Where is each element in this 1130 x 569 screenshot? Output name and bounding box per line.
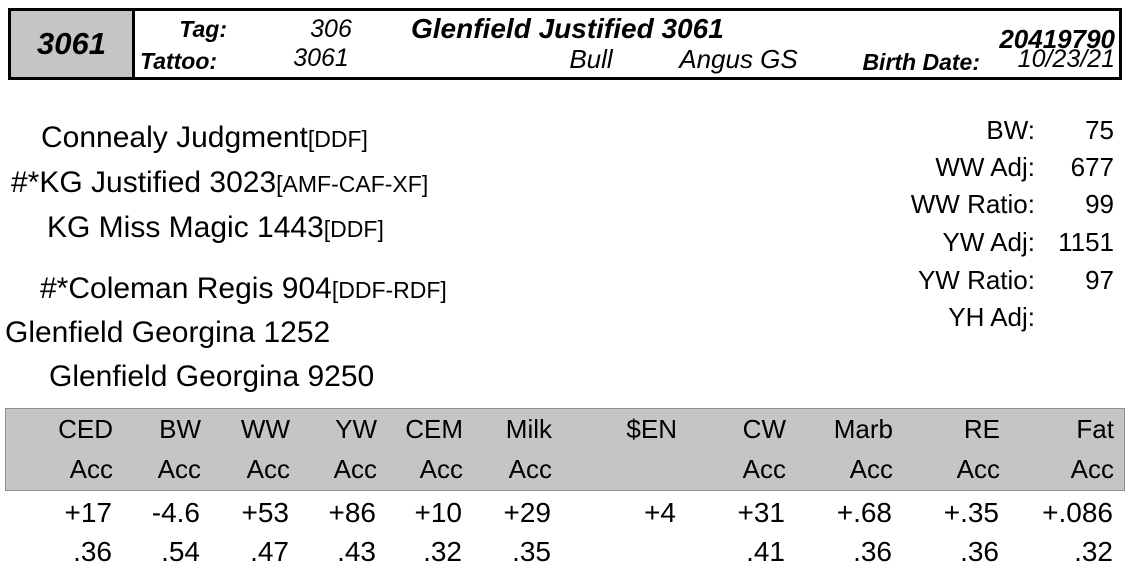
- epd-accuracy-marb: .36: [853, 535, 892, 567]
- epd-table-body: +17 -4.6 +53 +86 +10 +29 +4 +31 +.68 +.3…: [5, 491, 1125, 569]
- pedigree-name: #*Coleman Regis 904: [40, 272, 332, 305]
- stat-value-bw: 75: [1085, 115, 1114, 145]
- epd-value-en: +4: [644, 496, 676, 528]
- epd-acc-header-cw: Acc: [742, 454, 786, 484]
- epd-value-bw: -4.6: [151, 496, 200, 528]
- epd-value-yw: +86: [328, 496, 377, 528]
- epd-acc-header-ced: Acc: [69, 454, 113, 484]
- pedigree-tags: [DDF]: [323, 216, 384, 242]
- pedigree-sire-dam: KG Miss Magic 1443[DDF]: [47, 213, 384, 244]
- stat-label-ww-ratio: WW Ratio:: [910, 189, 1035, 219]
- pedigree-dam-dam: Glenfield Georgina 9250: [49, 362, 374, 393]
- epd-value-ced: +17: [64, 496, 113, 528]
- animal-sex: Bull: [569, 44, 613, 74]
- epd-accuracy-ww: .47: [250, 535, 289, 567]
- epd-col-en: $EN: [626, 413, 677, 444]
- epd-accuracy-yw: .43: [337, 535, 376, 567]
- stat-value-ww-ratio: 99: [1085, 189, 1114, 219]
- pedigree-name: KG Miss Magic 1443: [47, 211, 324, 244]
- tag-label: Tag:: [179, 16, 227, 42]
- lot-number: 3061: [37, 26, 106, 61]
- birth-date-label: Birth Date:: [862, 49, 980, 75]
- pedigree-tags: [DDF-RDF]: [331, 277, 447, 303]
- epd-accuracy-fat: .32: [1074, 535, 1113, 567]
- pedigree-dam: Glenfield Georgina 1252: [5, 318, 330, 349]
- pedigree-sire: #*KG Justified 3023[AMF-CAF-XF]: [11, 168, 428, 199]
- stat-label-yw-adj: YW Adj:: [942, 227, 1035, 257]
- epd-accuracy-en: [561, 534, 686, 569]
- tattoo-value: 3061: [293, 44, 349, 72]
- stat-label-ww-adj: WW Adj:: [935, 152, 1035, 182]
- epd-col-bw: BW: [159, 413, 201, 444]
- epd-acc-header-re: Acc: [956, 454, 1000, 484]
- pedigree-dam-sire: #*Coleman Regis 904[DDF-RDF]: [40, 274, 447, 305]
- epd-accuracy-cw: .41: [746, 535, 785, 567]
- epd-acc-header-cem: Acc: [419, 454, 463, 484]
- epd-col-cw: CW: [742, 413, 786, 444]
- epd-value-ww: +53: [241, 496, 290, 528]
- epd-accuracy-re: .36: [960, 535, 999, 567]
- animal-name: Glenfield Justified 3061: [411, 13, 724, 44]
- epd-value-cw: +31: [737, 496, 786, 528]
- epd-value-re: +.35: [943, 496, 999, 528]
- epd-acc-header-milk: Acc: [508, 454, 552, 484]
- epd-col-cem: CEM: [405, 413, 463, 444]
- epd-value-cem: +10: [414, 496, 463, 528]
- pedigree-tags: [DDF]: [307, 126, 368, 152]
- epd-col-milk: Milk: [505, 413, 552, 444]
- epd-acc-header-bw: Acc: [157, 454, 201, 484]
- epd-accuracy-cem: .32: [423, 535, 462, 567]
- tattoo-label: Tattoo:: [140, 48, 218, 74]
- epd-col-ww: WW: [240, 413, 290, 444]
- epd-col-ced: CED: [58, 413, 113, 444]
- pedigree-name: #*KG Justified 3023: [11, 166, 277, 199]
- epd-acc-header-ww: Acc: [246, 454, 290, 484]
- registration-number: 20419790: [999, 24, 1115, 54]
- pedigree-name: Glenfield Georgina 1252: [5, 316, 331, 349]
- epd-acc-header-fat: Acc: [1070, 454, 1114, 484]
- pedigree-name: Connealy Judgment: [41, 121, 308, 154]
- epd-col-re: RE: [963, 413, 1000, 444]
- pedigree-tags: [AMF-CAF-XF]: [276, 171, 429, 197]
- epd-acc-header-yw: Acc: [333, 454, 377, 484]
- epd-col-marb: Marb: [833, 413, 893, 444]
- stat-label-yw-ratio: YW Ratio:: [917, 265, 1035, 295]
- birth-date-value: 10/23/21: [1017, 45, 1115, 73]
- stat-value-ww-adj: 677: [1070, 152, 1114, 182]
- tag-value: 306: [310, 15, 352, 43]
- epd-accuracy-bw: .54: [161, 535, 200, 567]
- stat-label-yh-adj: YH Adj:: [948, 302, 1035, 332]
- epd-accuracy-milk: .35: [512, 535, 551, 567]
- pedigree-name: Glenfield Georgina 9250: [49, 360, 375, 393]
- animal-breed: Angus GS: [679, 44, 798, 74]
- epd-col-yw: YW: [335, 413, 377, 444]
- epd-value-marb: +.68: [836, 496, 892, 528]
- stat-label-bw: BW:: [986, 115, 1035, 145]
- lot-number-box: 3061: [11, 11, 135, 77]
- epd-table-header: CED BW WW YW CEM Milk $EN CW Marb RE Fat…: [5, 408, 1125, 491]
- epd-acc-header-en: [562, 449, 687, 490]
- epd-accuracy-ced: .36: [73, 535, 112, 567]
- stat-value-yw-adj: 1151: [1058, 227, 1114, 257]
- epd-value-fat: +.086: [1042, 496, 1113, 528]
- epd-acc-header-marb: Acc: [849, 454, 893, 484]
- epd-value-milk: +29: [503, 496, 552, 528]
- pedigree-sire-sire: Connealy Judgment[DDF]: [41, 123, 368, 154]
- epd-col-fat: Fat: [1076, 413, 1114, 444]
- animal-header: 3061 Tag: 306 Glenfield Justified 3061 2…: [8, 8, 1122, 80]
- stat-value-yw-ratio: 97: [1085, 265, 1114, 295]
